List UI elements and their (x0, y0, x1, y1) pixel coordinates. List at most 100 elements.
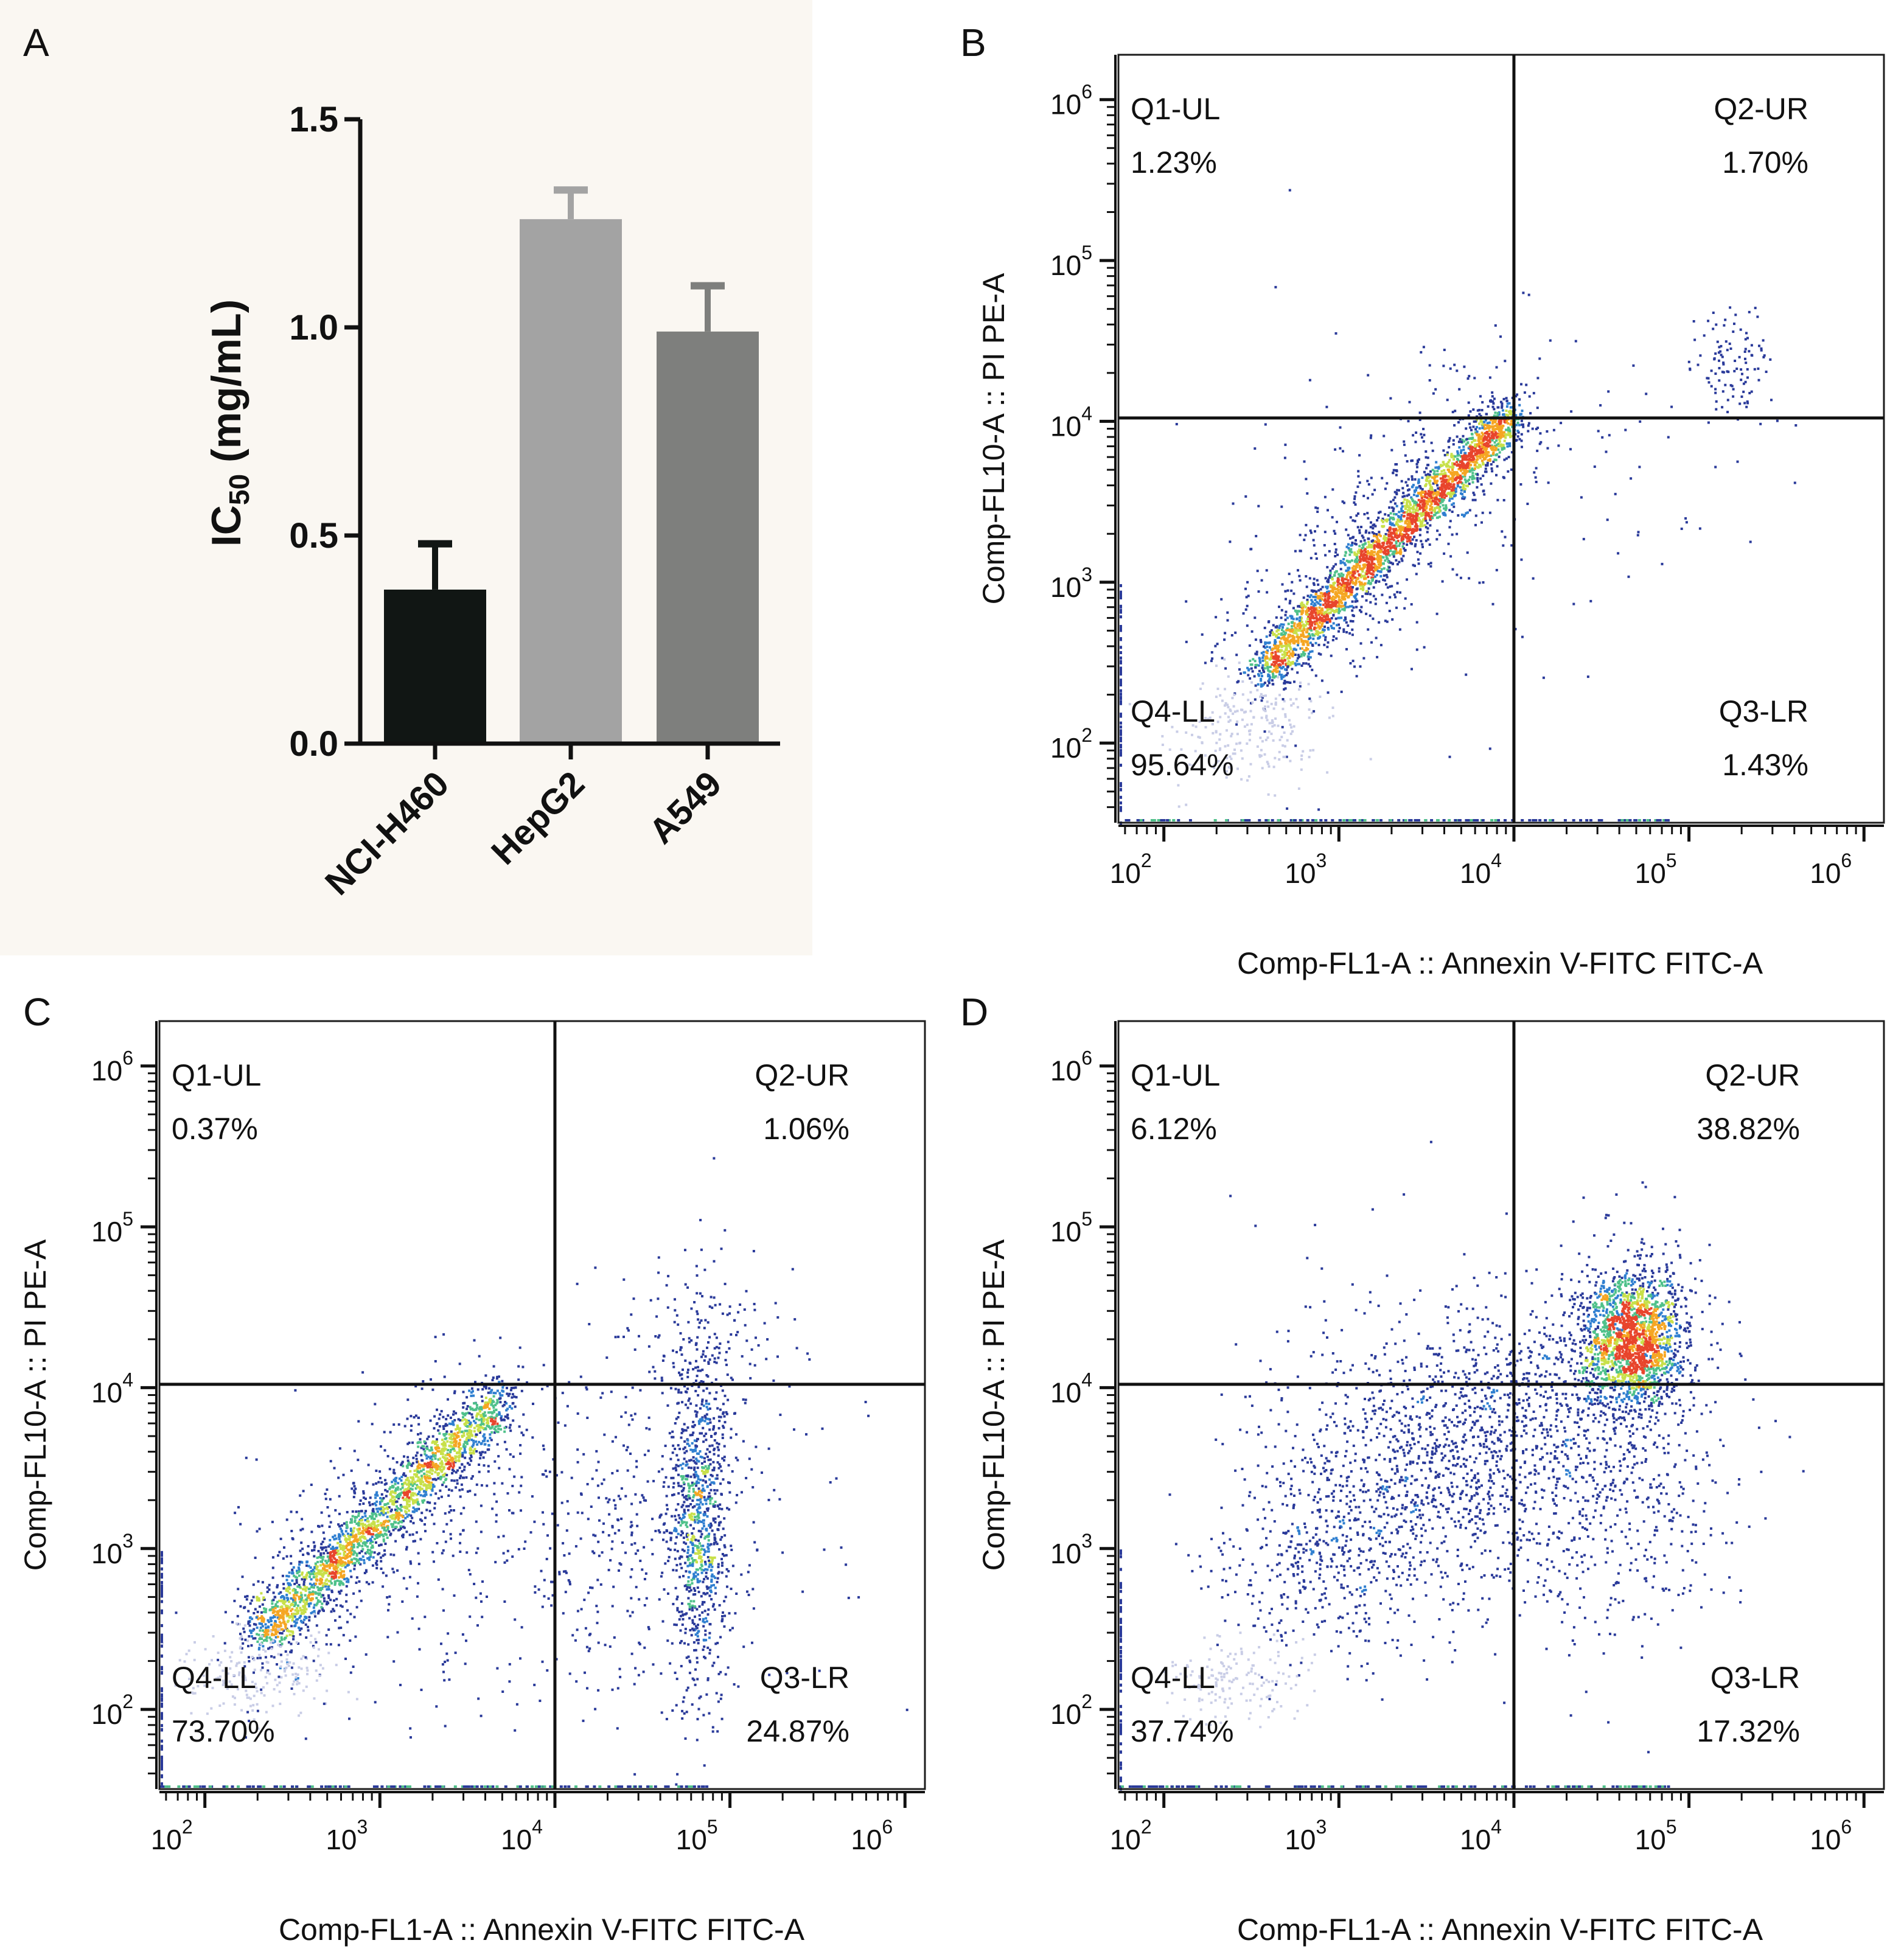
event-dot (1336, 577, 1339, 581)
event-dot (1411, 522, 1414, 525)
event-dot (1296, 623, 1299, 626)
event-dot (1327, 581, 1330, 584)
event-dot (1307, 652, 1310, 655)
event-dot (1199, 688, 1202, 690)
event-dot (1409, 536, 1412, 539)
event-dot (1358, 531, 1361, 534)
event-dot (1486, 424, 1488, 427)
event-dot (1392, 512, 1395, 515)
event-dot (1614, 492, 1617, 495)
event-dot (1237, 680, 1240, 683)
event-dot (1477, 464, 1480, 467)
event-dot (1350, 571, 1353, 574)
event-dot (1458, 388, 1461, 391)
y-tick-exponent: 5 (1081, 242, 1092, 263)
event-dot (480, 1406, 483, 1409)
event-dot (399, 1520, 402, 1523)
event-dot (1364, 531, 1367, 534)
event-dot (1185, 600, 1188, 603)
event-dot-floor (1289, 819, 1293, 822)
event-dot (1341, 602, 1344, 604)
x-tick-base: 10 (1635, 857, 1666, 889)
event-dot (1527, 293, 1530, 296)
event-dot (1445, 462, 1448, 466)
event-dot (1794, 424, 1798, 427)
event-dot (1528, 395, 1531, 398)
event-dot (1468, 509, 1471, 512)
event-dot (1744, 338, 1747, 341)
event-dot (1322, 634, 1325, 637)
event-dot (1498, 440, 1501, 443)
event-dot (1448, 483, 1451, 486)
event-dot (1262, 654, 1265, 657)
event-dot (1415, 489, 1417, 492)
event-dot (1372, 562, 1375, 565)
event-dot (1211, 657, 1214, 660)
event-dot (1443, 489, 1446, 492)
event-dot (1379, 555, 1382, 558)
event-dot (303, 1585, 306, 1588)
event-dot (1269, 634, 1271, 637)
event-dot (1396, 582, 1399, 585)
event-dot (397, 1482, 400, 1485)
event-dot (1274, 285, 1277, 288)
event-dot (1499, 437, 1502, 439)
event-dot (1536, 377, 1540, 380)
event-dot (1260, 699, 1263, 702)
event-dot (1403, 547, 1406, 550)
event-dot (1351, 600, 1354, 603)
event-dot (1423, 519, 1426, 522)
event-dot (1374, 602, 1377, 605)
event-dot (304, 1616, 307, 1619)
event-dot (1471, 447, 1473, 450)
y-tick-label: 106 (1050, 81, 1092, 120)
event-dot (1221, 657, 1224, 660)
event-dot (1327, 628, 1330, 631)
event-dot (1334, 596, 1337, 599)
event-dot-edge (1120, 638, 1122, 641)
event-dot (1491, 448, 1494, 452)
event-dot (1369, 593, 1372, 596)
event-dot (1392, 472, 1395, 474)
event-dot (1424, 507, 1427, 510)
event-dot (1452, 492, 1456, 495)
event-dot (1342, 630, 1345, 633)
event-dot (1384, 518, 1387, 522)
event-dot (1476, 480, 1479, 483)
event-dot (1304, 534, 1307, 537)
event-dot (1474, 420, 1477, 423)
event-dot (479, 1453, 483, 1456)
event-dot (1306, 610, 1309, 613)
event-dot (1267, 705, 1270, 708)
event-dot (1351, 660, 1355, 663)
event-dot (1349, 590, 1352, 593)
event-dot (1230, 764, 1233, 767)
event-dot (1318, 621, 1321, 624)
event-dot (1378, 550, 1381, 553)
event-dot (1300, 647, 1303, 650)
event-dot (1326, 646, 1329, 649)
event-dot (1319, 599, 1322, 602)
event-dot (1372, 586, 1375, 589)
event-dot (1322, 603, 1325, 606)
event-dot (1282, 666, 1285, 669)
event-dot (1372, 524, 1375, 527)
event-dot (1479, 420, 1482, 423)
event-dot (1415, 523, 1418, 526)
event-dot (1449, 367, 1452, 370)
event-dot (1468, 483, 1471, 486)
event-dot (1479, 418, 1482, 421)
event-dot (1365, 612, 1368, 615)
event-dot (1474, 467, 1476, 470)
event-dot (1476, 486, 1479, 489)
event-dot (1481, 452, 1484, 455)
event-dot (1274, 717, 1277, 720)
event-dot (1372, 539, 1375, 542)
event-dot (1379, 551, 1382, 554)
event-dot (446, 1453, 449, 1456)
event-dot (1337, 623, 1340, 626)
event-dot (1320, 613, 1323, 616)
event-dot (1362, 546, 1365, 549)
event-dot (1363, 513, 1366, 515)
event-dot (1294, 654, 1297, 656)
